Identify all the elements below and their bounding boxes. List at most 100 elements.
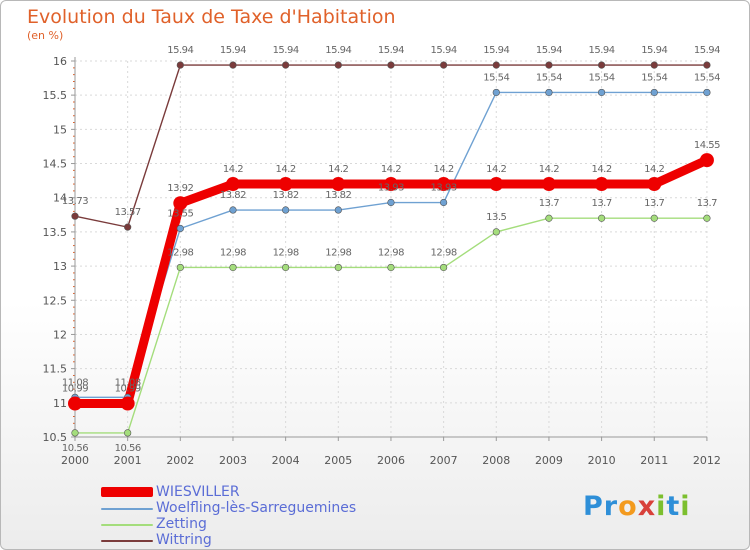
data-point-zetting	[282, 263, 290, 272]
data-label-zetting: 12.98	[378, 247, 404, 258]
y-tick-label: 11	[53, 397, 67, 410]
data-point-wittring	[334, 61, 342, 69]
x-tick-label: 2005	[324, 454, 352, 467]
y-tick-label: 13	[53, 260, 67, 273]
legend-label: Woelfling-lès-Sarreguemines	[156, 500, 357, 516]
data-point-wiesviller	[331, 177, 346, 192]
data-point-wittring	[71, 212, 79, 220]
data-label-zetting: 12.98	[273, 247, 299, 258]
y-tick-label: 14.5	[43, 158, 68, 171]
data-point-wiesviller	[383, 177, 398, 192]
data-label-zetting: 13.7	[539, 198, 559, 209]
data-point-wittring	[440, 61, 448, 69]
data-point-zetting	[440, 263, 448, 272]
legend-swatch	[101, 524, 153, 526]
data-label-woelfling-l-s-sarreguemines: 11.08	[62, 377, 88, 388]
data-point-wiesviller	[278, 177, 293, 192]
data-label-wiesviller: 10.99	[115, 384, 141, 395]
chart-subtitle: (en %)	[27, 29, 64, 42]
legend-label: Wittring	[156, 532, 212, 548]
data-label-wittring: 15.94	[589, 45, 615, 56]
data-label-woelfling-l-s-sarreguemines: 15.54	[694, 72, 720, 83]
data-point-wittring	[124, 223, 132, 231]
data-label-wiesviller: 14.2	[328, 164, 348, 175]
data-point-woelfling-l-s-sarreguemines	[597, 88, 606, 97]
logo-letter: i	[656, 491, 667, 522]
data-point-wittring	[703, 61, 711, 69]
x-tick-label: 2011	[640, 454, 668, 467]
data-point-woelfling-l-s-sarreguemines	[703, 88, 711, 97]
x-tick-label: 2008	[482, 454, 510, 467]
x-tick-label: 2003	[219, 454, 247, 467]
data-point-zetting	[703, 214, 711, 222]
x-tick-label: 2009	[535, 454, 563, 467]
y-tick-label: 11.5	[43, 363, 68, 376]
x-tick-label: 2012	[693, 454, 721, 467]
data-label-wittring: 15.94	[694, 45, 720, 56]
data-point-zetting	[492, 228, 500, 236]
x-tick-label: 2002	[166, 454, 194, 467]
data-point-woelfling-l-s-sarreguemines	[176, 224, 184, 233]
data-label-zetting: 13.5	[486, 212, 506, 223]
data-label-wiesviller: 14.2	[223, 164, 243, 175]
y-tick-label: 14	[53, 192, 67, 205]
data-point-zetting	[71, 429, 79, 437]
data-label-woelfling-l-s-sarreguemines: 13.55	[167, 208, 193, 219]
legend-label: WIESVILLER	[156, 484, 240, 500]
data-point-wiesviller	[594, 177, 609, 192]
x-tick-label: 2001	[114, 454, 142, 467]
data-point-wittring	[492, 61, 500, 69]
data-point-woelfling-l-s-sarreguemines	[229, 206, 237, 214]
y-tick-label: 15	[53, 123, 67, 136]
data-label-wiesviller: 14.2	[381, 164, 401, 175]
data-point-zetting	[334, 263, 342, 272]
data-label-zetting: 10.56	[62, 443, 88, 454]
x-tick-label: 2000	[61, 454, 89, 467]
data-label-wiesviller: 13.92	[167, 183, 193, 194]
legend-label: Zetting	[156, 516, 207, 532]
logo-letter: i	[680, 491, 691, 522]
data-label-woelfling-l-s-sarreguemines: 13.82	[273, 190, 299, 201]
data-label-zetting: 12.98	[431, 247, 457, 258]
data-label-woelfling-l-s-sarreguemines: 13.82	[325, 190, 351, 201]
data-label-wittring: 15.94	[378, 45, 404, 56]
data-label-woelfling-l-s-sarreguemines: 13.93	[378, 183, 404, 194]
data-point-wittring	[387, 61, 395, 69]
data-label-zetting: 10.56	[115, 443, 141, 454]
data-label-wittring: 15.94	[273, 45, 299, 56]
y-tick-label: 10.5	[43, 431, 68, 444]
data-point-zetting	[176, 263, 184, 272]
data-point-wiesviller	[173, 196, 188, 211]
data-point-wiesviller	[647, 177, 662, 192]
data-label-woelfling-l-s-sarreguemines: 13.93	[431, 183, 457, 194]
data-point-wiesviller	[225, 177, 240, 192]
data-point-wittring	[597, 61, 606, 69]
data-point-wiesviller	[489, 177, 504, 192]
data-label-wittring: 15.94	[220, 45, 246, 56]
data-point-wittring	[545, 61, 553, 69]
data-label-wiesviller: 14.2	[486, 164, 506, 175]
data-point-wiesviller	[436, 177, 451, 192]
data-point-woelfling-l-s-sarreguemines	[334, 206, 342, 214]
data-point-wiesviller	[68, 396, 82, 411]
legend-swatch	[101, 540, 153, 542]
proxiti-logo: Proxiti	[583, 491, 691, 522]
data-label-wiesviller: 14.2	[644, 164, 664, 175]
x-tick-label: 2007	[430, 454, 458, 467]
y-tick-label: 15.5	[43, 89, 68, 102]
chart-title: Evolution du Taux de Taxe d'Habitation	[27, 6, 396, 28]
legend-swatch	[101, 508, 153, 510]
logo-letter: x	[637, 491, 657, 522]
data-label-wittring: 13.73	[62, 196, 88, 207]
y-tick-label: 12.5	[43, 294, 68, 307]
y-tick-label: 12	[53, 328, 67, 341]
data-label-wittring: 15.94	[536, 45, 562, 56]
data-point-woelfling-l-s-sarreguemines	[387, 198, 395, 207]
data-point-woelfling-l-s-sarreguemines	[440, 198, 448, 207]
data-label-wiesviller: 10.99	[62, 384, 88, 395]
data-point-woelfling-l-s-sarreguemines	[545, 88, 553, 97]
data-point-wiesviller	[120, 396, 135, 411]
data-label-wittring: 15.94	[431, 45, 457, 56]
logo-letter: t	[666, 491, 681, 522]
